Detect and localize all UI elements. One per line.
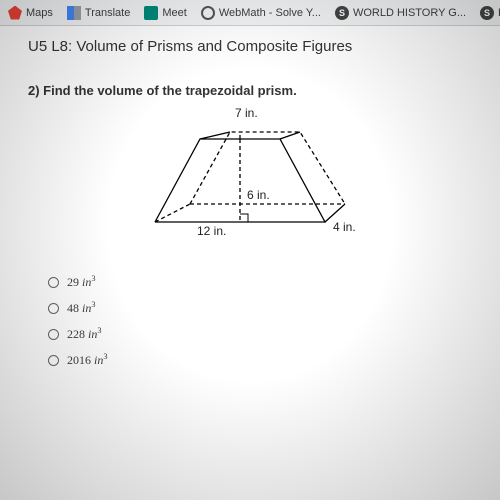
bookmark-label: Meet (162, 7, 186, 19)
option-label: 2016 in3 (67, 352, 108, 368)
bookmarks-bar: Maps Translate Meet WebMath - Solve Y...… (0, 0, 500, 26)
bookmark-label: WebMath - Solve Y... (219, 7, 321, 19)
option-c[interactable]: 228 in3 (48, 326, 482, 342)
bookmark-hon[interactable]: S Hon (480, 6, 500, 20)
radio-icon (48, 303, 59, 314)
answer-options: 29 in3 48 in3 228 in3 2016 in3 (48, 274, 482, 368)
bookmark-label: Translate (85, 7, 130, 19)
dim-height: 6 in. (247, 188, 270, 202)
radio-icon (48, 277, 59, 288)
bookmark-maps[interactable]: Maps (8, 6, 53, 20)
option-label: 228 in3 (67, 326, 102, 342)
meet-icon (144, 6, 158, 20)
option-b[interactable]: 48 in3 (48, 300, 482, 316)
bookmark-label: Maps (26, 7, 53, 19)
question-text: 2) Find the volume of the trapezoidal pr… (28, 83, 482, 98)
dim-top: 7 in. (235, 106, 258, 120)
bookmark-webmath[interactable]: WebMath - Solve Y... (201, 6, 321, 20)
page-title: U5 L8: Volume of Prisms and Composite Fi… (28, 38, 482, 55)
option-label: 48 in3 (67, 300, 96, 316)
bookmark-worldhist[interactable]: S WORLD HISTORY G... (335, 6, 466, 20)
bookmark-translate[interactable]: Translate (67, 6, 130, 20)
option-label: 29 in3 (67, 274, 96, 290)
radio-icon (48, 329, 59, 340)
dim-base: 12 in. (197, 224, 226, 238)
bookmark-meet[interactable]: Meet (144, 6, 186, 20)
bookmark-label: WORLD HISTORY G... (353, 7, 466, 19)
trapezoidal-prism-figure: 7 in. 6 in. 12 in. 4 in. (135, 104, 375, 244)
figure-container: 7 in. 6 in. 12 in. 4 in. (28, 104, 482, 244)
s-icon: S (335, 6, 349, 20)
option-d[interactable]: 2016 in3 (48, 352, 482, 368)
dim-depth: 4 in. (333, 220, 356, 234)
radio-icon (48, 355, 59, 366)
globe-icon (201, 6, 215, 20)
maps-icon (8, 6, 22, 20)
page-content: U5 L8: Volume of Prisms and Composite Fi… (0, 26, 500, 500)
translate-icon (67, 6, 81, 20)
option-a[interactable]: 29 in3 (48, 274, 482, 290)
s-icon: S (480, 6, 494, 20)
